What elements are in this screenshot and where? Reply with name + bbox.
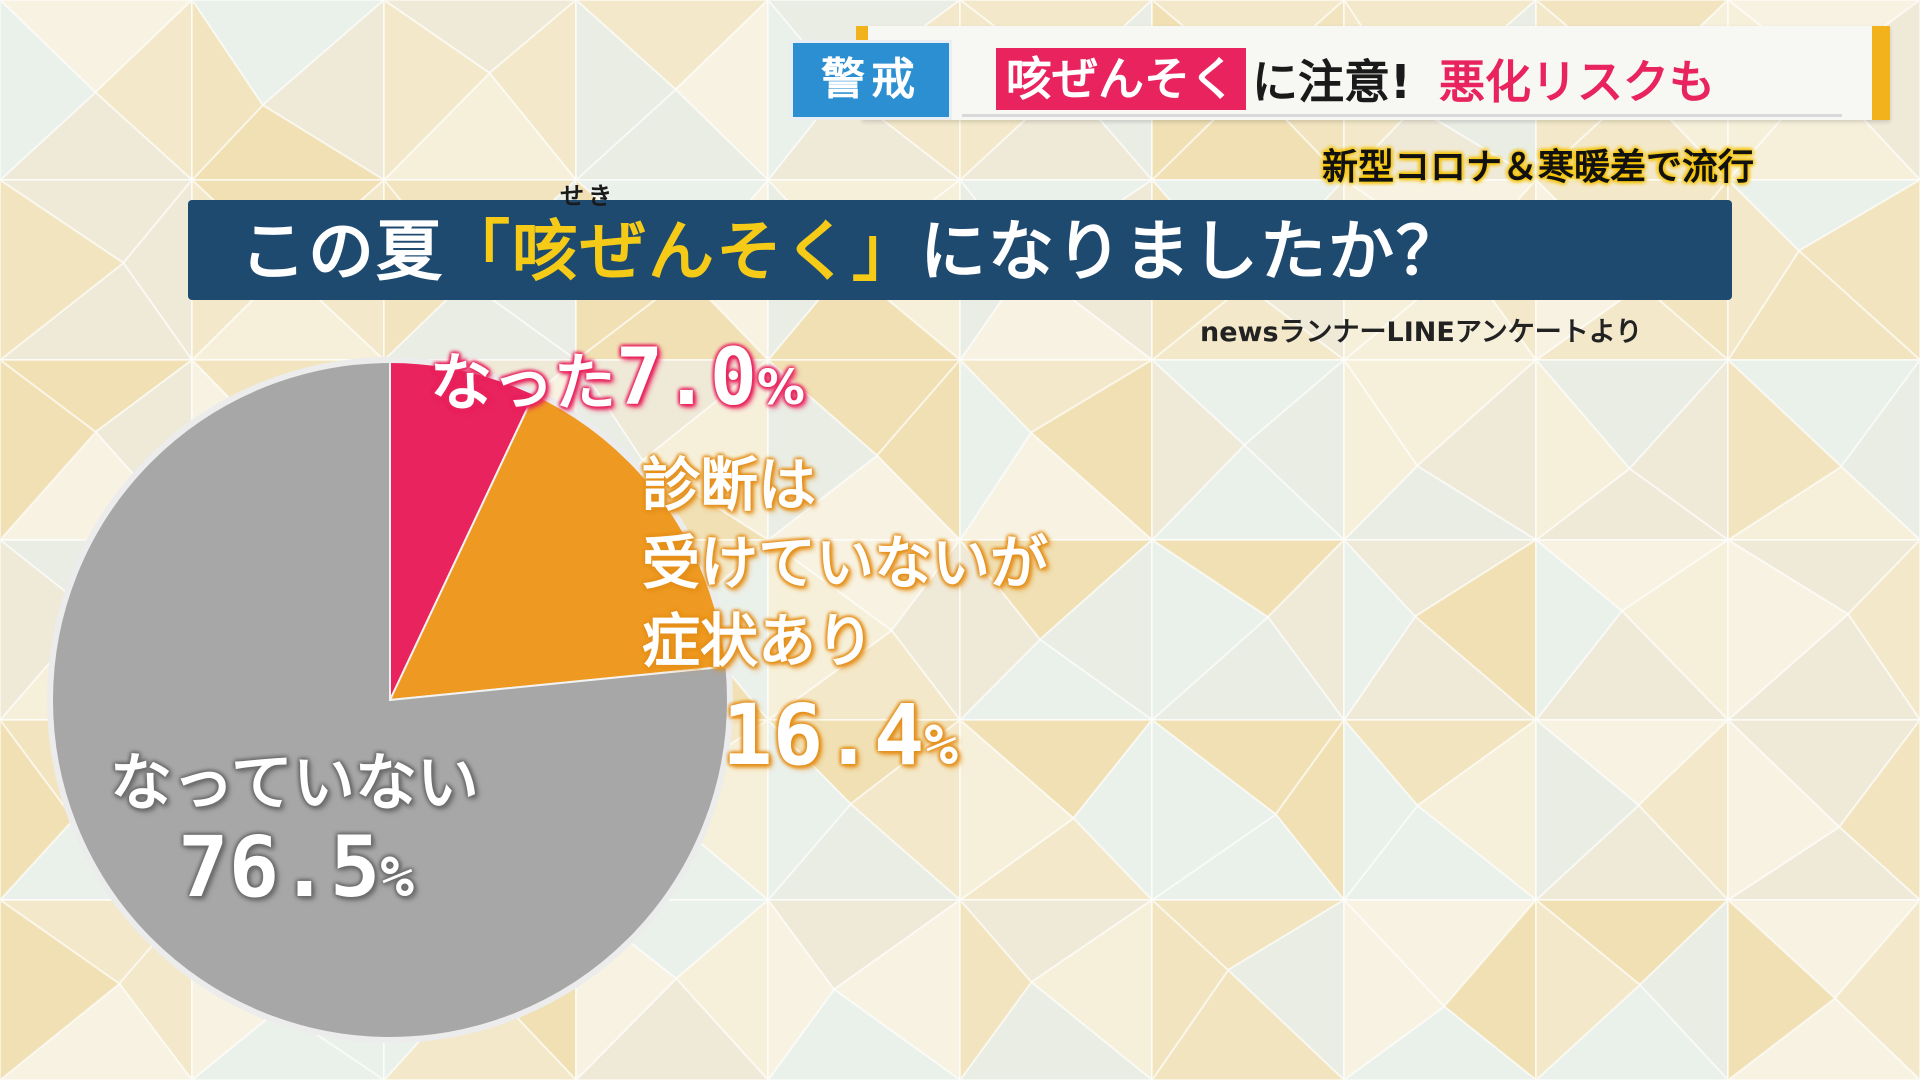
background-facet <box>767 357 879 543</box>
headline-highlight: 咳ぜんそく <box>996 48 1246 110</box>
background-facet <box>959 357 1033 544</box>
background-facet <box>1151 717 1278 902</box>
question-before: この夏 <box>240 213 444 290</box>
background-facet <box>1727 357 1843 542</box>
background-facet <box>575 0 678 183</box>
pie-outline <box>47 357 733 1043</box>
slice-label-orange-line1: 診断は <box>642 451 817 519</box>
background-facet <box>1535 717 1641 903</box>
slice-label-orange-percent: 16.4% <box>722 686 958 784</box>
question-quote-close: 」 <box>852 213 920 290</box>
slice-label-orange-line2: 受けていないが <box>642 529 1049 597</box>
background-facet <box>0 718 75 902</box>
background-facet <box>1343 897 1446 1080</box>
headline-rule <box>962 114 1842 117</box>
slice-label-red-name: なった <box>430 346 617 419</box>
background-facet <box>1151 357 1246 543</box>
slice-label-gray-value: 76.5 <box>178 818 381 916</box>
background-facet <box>959 897 1033 1080</box>
slice-label-orange-value: 16.4 <box>722 686 925 784</box>
slice-label-orange: 診断は 受けていないが 症状あり <box>642 446 1048 680</box>
background-facet <box>1343 717 1419 903</box>
question-banner <box>188 200 1732 300</box>
question-quote-open: 「 <box>444 213 512 290</box>
question-furigana: せき <box>560 182 616 210</box>
slice-label-red: なった7.0% <box>430 332 805 423</box>
slice-label-orange-line3: 症状あり <box>642 607 875 675</box>
background-facet <box>1727 717 1841 902</box>
background-facet <box>959 537 1042 723</box>
background-facet <box>1535 897 1642 1080</box>
background-facet <box>191 0 264 183</box>
alert-badge: 警戒 <box>790 40 952 120</box>
background-facet <box>1535 537 1624 723</box>
background-facet <box>1343 537 1417 724</box>
question-after: になりましたか？ <box>920 213 1464 290</box>
question-keyword: 咳ぜんそく <box>512 213 852 290</box>
question-title: この夏「咳ぜんそく」になりましたか？ <box>240 212 1464 292</box>
slice-label-red-value: 7.0 <box>616 333 757 423</box>
slice-label-red-unit: % <box>756 360 805 416</box>
slice-label-gray: なっていない <box>110 746 479 819</box>
slice-label-orange-unit: % <box>924 713 959 778</box>
background-facet <box>1727 897 1837 1080</box>
background-facet <box>959 717 1076 902</box>
background-facet <box>767 538 894 722</box>
background-facet <box>1151 897 1230 1080</box>
headline-tail: 悪化リスクも <box>1438 55 1715 109</box>
background-facet <box>1727 538 1850 723</box>
background-facet <box>1151 538 1270 723</box>
headline: 咳ぜんそく に注意! 悪化リスクも <box>996 44 1715 114</box>
background-facet <box>1343 356 1419 543</box>
source-credit: newsランナーLINEアンケートより <box>1200 317 1643 348</box>
subheadline: 新型コロナ＆寒暖差で流行 <box>1322 147 1755 188</box>
background-facet <box>383 0 491 183</box>
background-facet <box>0 0 97 182</box>
slice-label-gray-percent: 76.5% <box>178 818 414 916</box>
background-facet <box>0 358 98 542</box>
background-facet <box>0 898 121 1080</box>
background-facet <box>0 178 126 362</box>
background-facet <box>767 896 836 1080</box>
headline-mid: に注意! <box>1252 55 1411 109</box>
background-facet <box>767 717 852 903</box>
slice-label-gray-unit: % <box>380 845 415 910</box>
background-facet <box>1535 357 1631 543</box>
background-facet <box>0 538 94 722</box>
pie-chart <box>47 357 733 1043</box>
